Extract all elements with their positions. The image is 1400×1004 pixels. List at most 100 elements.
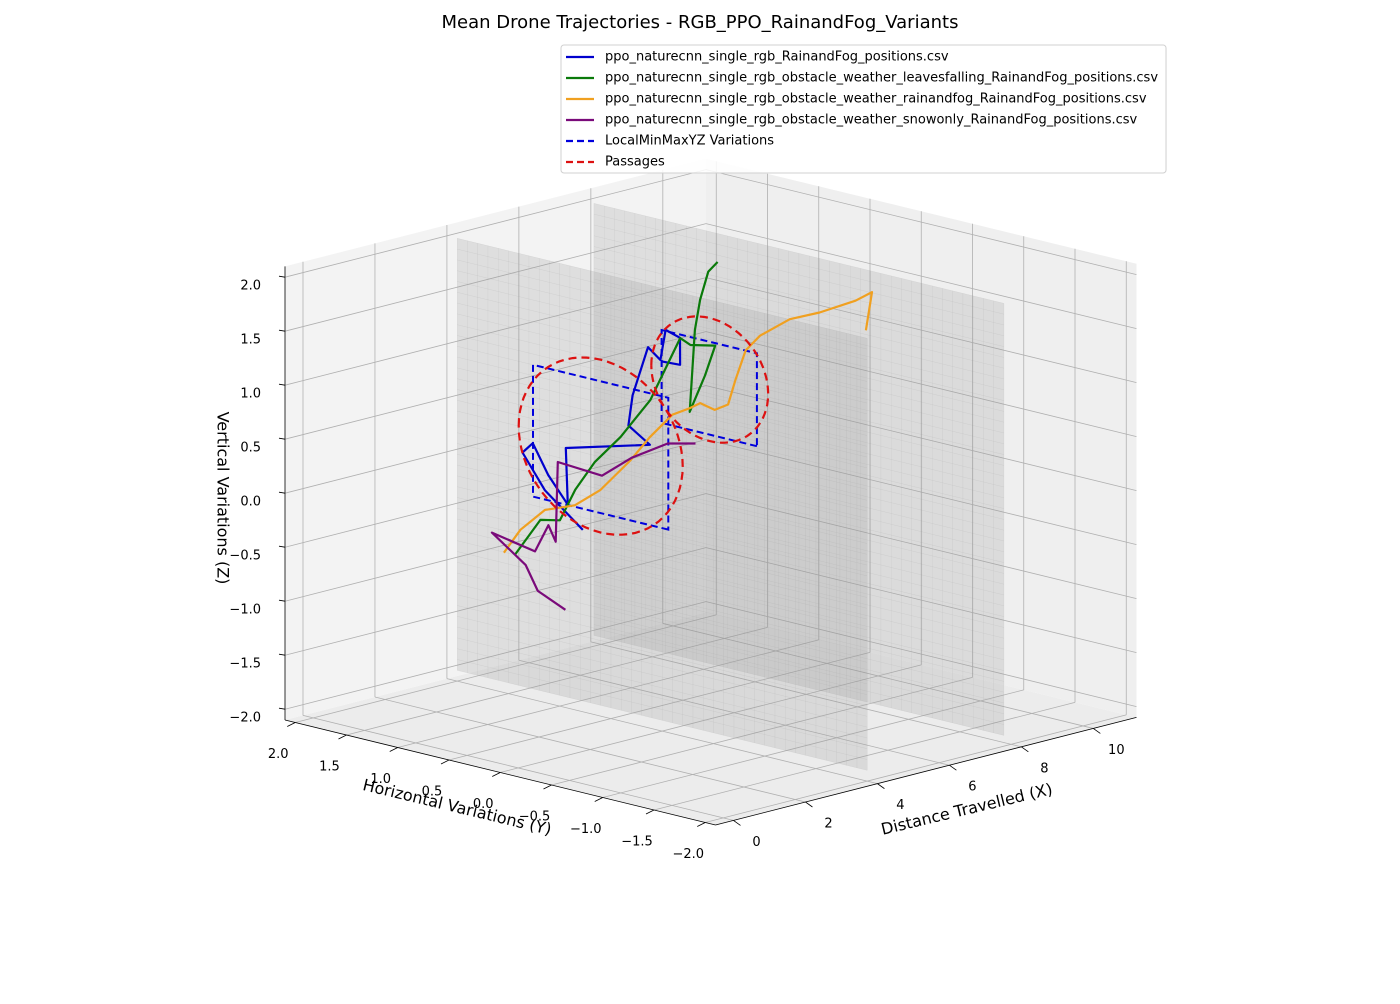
passage — [517, 356, 684, 536]
trajectory — [514, 261, 719, 556]
z-tick — [278, 599, 286, 602]
y-tick-label: −1.0 — [570, 822, 602, 837]
wall-mesh — [457, 551, 868, 652]
x-axis-line — [715, 717, 1137, 826]
wall-mesh — [457, 259, 868, 361]
z-tick — [278, 653, 286, 656]
grid-line — [284, 169, 707, 278]
grid-line — [653, 702, 1076, 811]
wall-mesh — [457, 626, 868, 728]
y-tick — [645, 809, 655, 815]
passage — [650, 315, 770, 444]
grid-line — [705, 547, 1137, 653]
axes: 0 2 4 6 8 10 −2.0 −1.5 −1.0 −0.5 0.0 0.5 1.0 1.5 2.0 −2… — [229, 266, 1137, 862]
wall-mesh — [593, 624, 1004, 725]
grid-line — [284, 439, 707, 548]
wall-mesh — [457, 562, 868, 663]
wall-mesh — [593, 505, 1004, 606]
grid-line — [551, 677, 973, 786]
legend-label: ppo_naturecnn_single_rgb_RainandFog_posi… — [605, 50, 949, 65]
wall-mesh — [457, 497, 868, 598]
z-tick — [278, 545, 286, 548]
wall-mesh — [593, 527, 1004, 628]
wall-mesh — [593, 419, 1004, 520]
wall-mesh — [457, 389, 868, 490]
legend-label: Passages — [605, 155, 665, 170]
wall-mesh — [593, 397, 1004, 498]
wall-mesh — [593, 376, 1004, 477]
wall-mesh — [457, 248, 868, 350]
z-tick-label: 1.5 — [240, 333, 261, 348]
wall-mesh — [457, 464, 868, 566]
y-tick-label: −1.5 — [621, 835, 653, 850]
grid-line — [284, 277, 707, 386]
wall-mesh — [593, 635, 1004, 736]
wall-mesh — [593, 203, 1004, 304]
wall-mesh — [457, 518, 868, 620]
x-tick — [1093, 728, 1101, 734]
wall-mesh — [593, 592, 1004, 693]
wall-mesh — [457, 670, 868, 771]
grid-line — [284, 547, 707, 656]
wall-mesh — [593, 278, 1004, 380]
wall-mesh — [457, 270, 868, 371]
wall-mesh — [457, 540, 868, 641]
grid-line — [346, 627, 768, 736]
y-tick-label: 1.0 — [370, 772, 391, 787]
wall-mesh — [593, 602, 1004, 704]
x-tick-label: 10 — [1108, 743, 1125, 758]
grid — [284, 161, 1137, 823]
wall-mesh — [457, 454, 868, 555]
wall-mesh — [593, 570, 1004, 671]
wall-mesh — [593, 235, 1004, 336]
legend-label: ppo_naturecnn_single_rgb_obstacle_weathe… — [605, 71, 1158, 86]
z-tick — [278, 383, 286, 386]
grid-line — [705, 277, 1137, 383]
wall-mesh — [457, 572, 868, 674]
wall-mesh — [457, 637, 868, 739]
y-tick — [287, 722, 296, 727]
wall-mesh — [457, 400, 868, 501]
y-axis-line — [284, 719, 716, 826]
chart-title: Mean Drone Trajectories - RGB_PPO_Rainan… — [442, 12, 959, 33]
x-tick-label: 0 — [752, 835, 760, 850]
y-tick — [543, 784, 552, 790]
wall-mesh — [457, 616, 868, 717]
legend-label: ppo_naturecnn_single_rgb_obstacle_weathe… — [605, 113, 1138, 128]
wall-mesh — [593, 516, 1004, 617]
grid-line — [448, 652, 871, 761]
wall-mesh — [457, 421, 868, 523]
x-tick-label: 6 — [968, 780, 976, 795]
grid-line — [705, 601, 1137, 707]
grid-line — [284, 223, 707, 332]
grid-line — [602, 689, 1024, 798]
grid-line — [284, 493, 707, 602]
z-tick-label: −2.0 — [229, 711, 261, 726]
trajectory — [503, 291, 874, 554]
y-tick — [697, 822, 706, 827]
wall-mesh — [593, 257, 1004, 358]
grid-line — [705, 714, 1127, 823]
z-tick-label: −1.5 — [229, 657, 261, 672]
wall-mesh — [457, 410, 868, 512]
y-tick-label: 1.5 — [319, 760, 340, 775]
y-tick-label: −2.0 — [672, 847, 704, 862]
wall-mesh — [457, 486, 868, 587]
wall-mesh — [593, 289, 1004, 390]
wall-mesh — [593, 494, 1004, 596]
wall-mesh — [593, 538, 1004, 639]
legend: ppo_naturecnn_single_rgb_RainandFog_posi… — [560, 44, 1167, 174]
y-tick — [389, 747, 398, 752]
wall-mesh — [457, 594, 868, 695]
grid-line — [705, 331, 1137, 437]
z-tick-label: 1.0 — [240, 387, 261, 402]
walls — [457, 203, 1005, 771]
wall-mesh — [593, 440, 1004, 542]
grid-line — [284, 601, 707, 710]
y-tick-label: 2.0 — [268, 747, 289, 762]
legend-label: ppo_naturecnn_single_rgb_obstacle_weathe… — [605, 92, 1147, 107]
x-tick — [877, 783, 885, 789]
wall-mesh — [457, 583, 868, 685]
y-axis-label: Horizontal Variations (Y) — [361, 775, 554, 839]
